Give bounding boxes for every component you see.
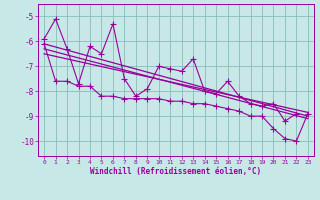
X-axis label: Windchill (Refroidissement éolien,°C): Windchill (Refroidissement éolien,°C) <box>91 167 261 176</box>
